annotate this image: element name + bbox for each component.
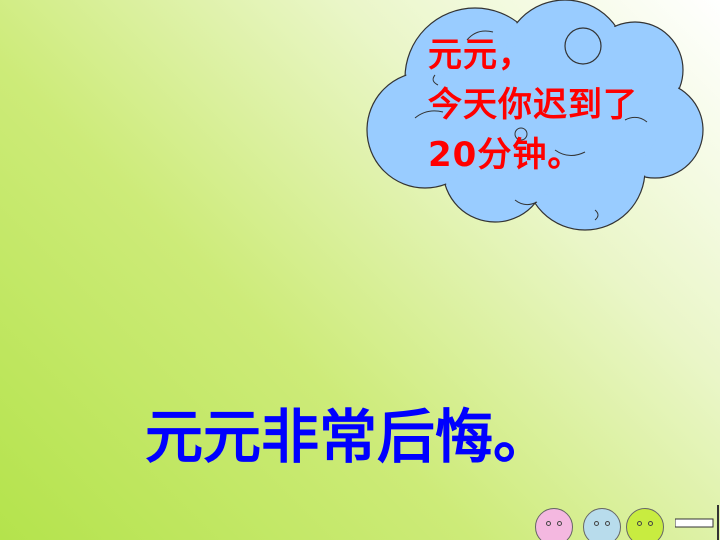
face-row: [530, 508, 720, 540]
thought-bubble-tiny: [514, 127, 528, 141]
bubble-text: 元元， 今天你迟到了 20分钟。: [428, 30, 708, 180]
smiley-face-icon: [626, 508, 664, 540]
nav-arrow-icon[interactable]: [675, 505, 720, 540]
main-caption: 元元非常后悔。: [145, 403, 552, 471]
smiley-face-icon: [583, 508, 621, 540]
smiley-face-icon: [535, 508, 573, 540]
thought-cloud: [366, 0, 704, 231]
thought-bubble-small: [564, 27, 602, 65]
bubble-line: 今天你迟到了: [428, 85, 638, 125]
bubble-line: 20分钟。: [428, 135, 583, 175]
bubble-line: 元元，: [428, 35, 533, 75]
